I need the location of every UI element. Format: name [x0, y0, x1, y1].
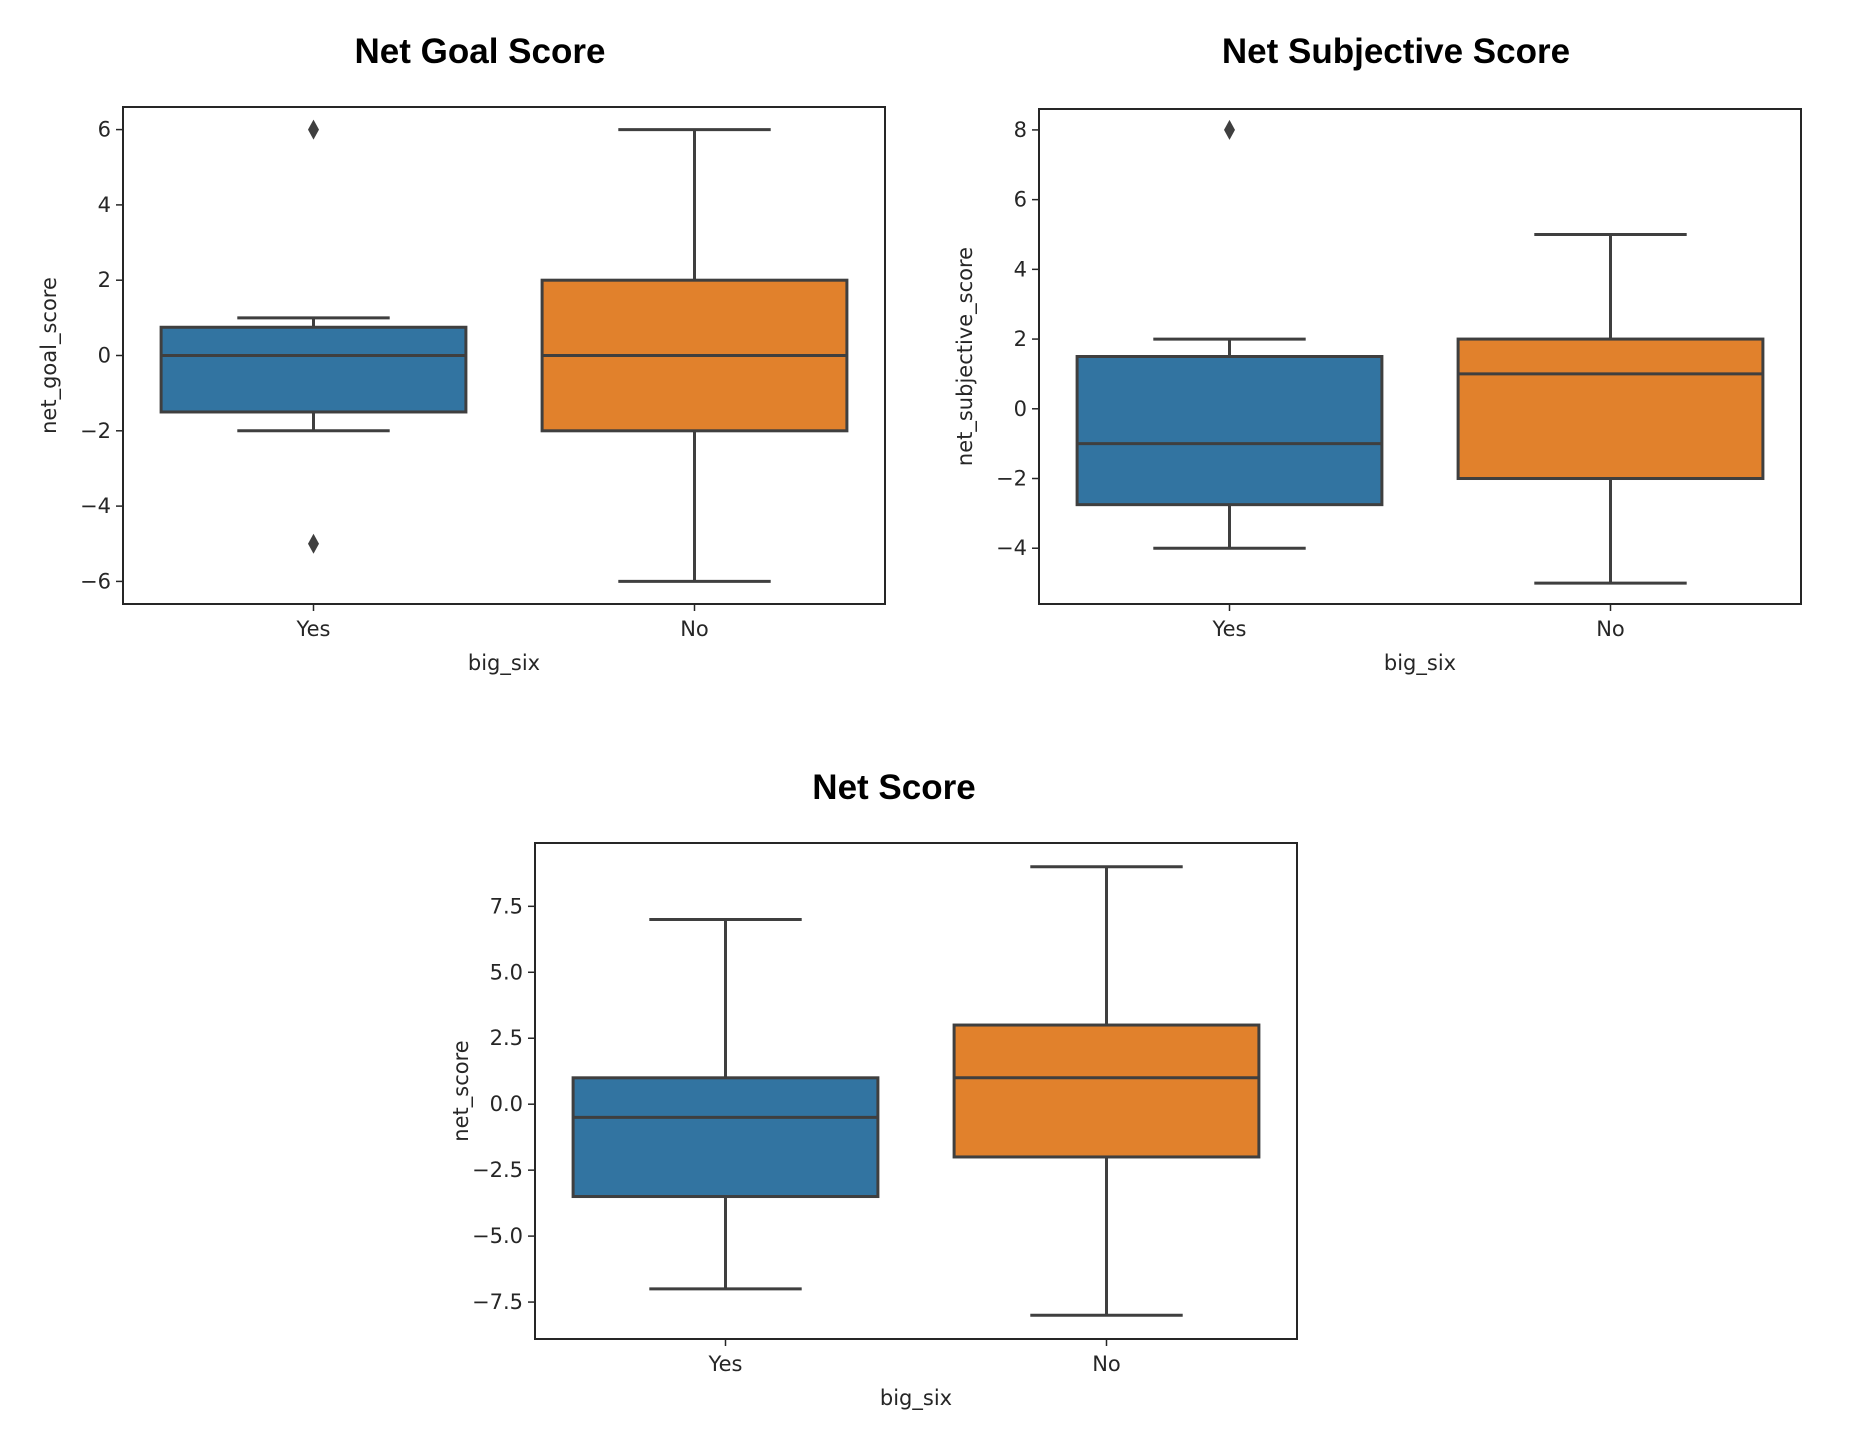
box-yes: [159, 119, 468, 554]
box-no: [540, 128, 849, 583]
x-tick-label: No: [1092, 1352, 1121, 1376]
box-no: [952, 865, 1261, 1317]
x-tick-label: No: [1596, 617, 1625, 641]
x-tick-label: Yes: [708, 1352, 743, 1376]
y-tick-label: 2: [98, 268, 111, 292]
net-score-panel: Net Score −7.5 −5.0 −2.5 0.0 2.5 5.0 7.5 Yes No b…: [414, 732, 1374, 1440]
x-axis-label: big_six: [468, 651, 540, 676]
outlier-point: [308, 119, 319, 140]
x-axis-label: big_six: [1384, 651, 1456, 676]
chart-title: Net Subjective Score: [1221, 32, 1571, 71]
y-tick-label: −2: [996, 467, 1027, 491]
x-tick-label: Yes: [296, 617, 331, 641]
y-tick-label: 4: [98, 193, 111, 217]
iqr-box: [159, 325, 468, 414]
x-axis-label: big_six: [880, 1386, 952, 1411]
y-tick-label: 0.0: [490, 1092, 523, 1116]
net-subjective-score-panel: Net Subjective Score −4 −2 0 2 4 6 8 Yes No big_s…: [916, 0, 1876, 720]
box-yes: [571, 918, 880, 1291]
net-score-chart: −7.5 −5.0 −2.5 0.0 2.5 5.0 7.5 Yes No big_six net_…: [449, 842, 1298, 1411]
y-tick-label: −5.0: [472, 1224, 523, 1248]
plot-frame: [534, 842, 1298, 1340]
y-tick-label: 0: [1014, 397, 1027, 421]
y-tick-label: 8: [1014, 118, 1027, 142]
net-subjective-score-chart: −4 −2 0 2 4 6 8 Yes No big_six net_subjective_scor…: [953, 108, 1802, 676]
y-tick-label: 2: [1014, 327, 1027, 351]
y-axis-label: net_score: [449, 1040, 474, 1141]
outlier-point: [1224, 119, 1235, 140]
y-tick-label: 0: [98, 344, 111, 368]
plot-frame: [122, 106, 886, 605]
chart-title: Net Score: [812, 768, 976, 807]
y-tick-label: −2: [80, 419, 111, 443]
net-goal-score-chart: −6 −4 −2 0 2 4 6 Yes No big_six net_goal_score: [37, 106, 886, 676]
y-tick-label: −2.5: [472, 1158, 523, 1182]
iqr-box: [952, 1023, 1261, 1159]
y-tick-label: 7.5: [490, 894, 523, 918]
box-no: [1456, 232, 1765, 585]
iqr-box: [1075, 355, 1384, 507]
y-tick-label: −7.5: [472, 1290, 523, 1314]
box-yes: [1075, 119, 1384, 550]
outlier-point: [308, 533, 319, 554]
y-tick-label: 2.5: [490, 1026, 523, 1050]
y-tick-label: 5.0: [490, 960, 523, 984]
y-tick-label: 6: [98, 118, 111, 142]
y-tick-label: 4: [1014, 257, 1027, 281]
plot-frame: [1038, 108, 1802, 605]
iqr-box: [1456, 337, 1765, 481]
y-tick-label: −4: [80, 494, 111, 518]
y-axis-label: net_goal_score: [37, 277, 62, 434]
y-tick-label: 6: [1014, 188, 1027, 212]
y-axis-label: net_subjective_score: [953, 247, 978, 466]
chart-title: Net Goal Score: [354, 32, 606, 71]
y-tick-label: −4: [996, 536, 1027, 560]
x-tick-label: No: [680, 617, 709, 641]
y-tick-label: −6: [80, 569, 111, 593]
iqr-box: [571, 1076, 880, 1199]
x-tick-label: Yes: [1212, 617, 1247, 641]
net-goal-score-panel: Net Goal Score −6 −4 −2 0 2 4 6 Yes No big_six net…: [0, 0, 960, 720]
